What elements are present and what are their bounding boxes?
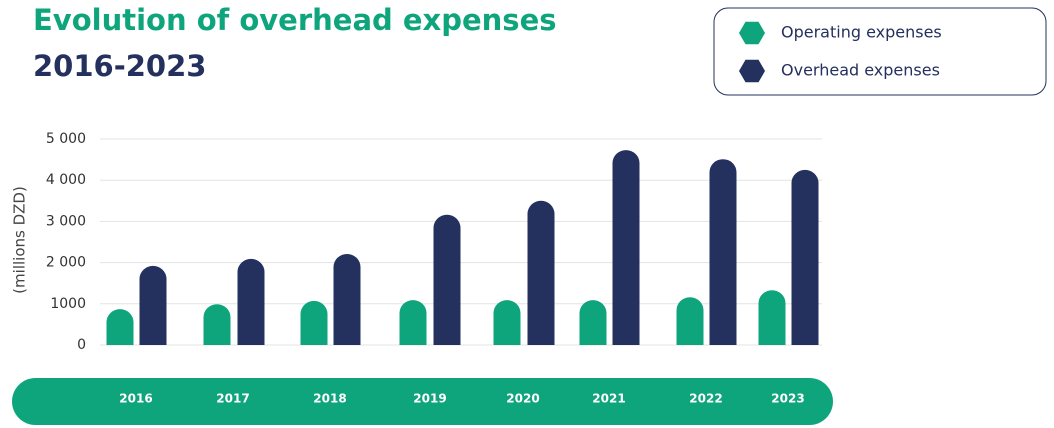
- bar: [579, 300, 607, 345]
- y-tick-label: 4 000: [46, 172, 86, 188]
- bar: [139, 265, 167, 345]
- bar: [709, 159, 737, 345]
- bar: [237, 258, 265, 345]
- bar: [399, 300, 427, 345]
- legend-label: Overhead expenses: [781, 61, 940, 80]
- x-axis-band: [12, 378, 833, 425]
- legend-label: Operating expenses: [781, 23, 942, 42]
- x-tick-label: 2018: [313, 392, 346, 406]
- bar: [527, 200, 555, 345]
- y-tick-label: 3 000: [46, 213, 86, 229]
- chart-title: Evolution of overhead expenses: [33, 3, 557, 37]
- bar: [676, 297, 704, 345]
- x-tick-label: 2023: [771, 392, 804, 406]
- bar: [300, 300, 328, 345]
- bar: [758, 290, 786, 345]
- y-axis-label: (millions DZD): [11, 186, 29, 294]
- x-tick-label: 2017: [216, 392, 249, 406]
- y-tick-label: 2 000: [46, 255, 86, 271]
- y-tick-label: 0: [77, 337, 86, 353]
- bar: [433, 214, 461, 345]
- legend-swatch: [739, 59, 765, 83]
- bar: [106, 309, 134, 345]
- bar: [612, 150, 640, 345]
- x-tick-label: 2022: [689, 392, 722, 406]
- x-tick-label: 2020: [506, 392, 539, 406]
- bar: [791, 169, 819, 345]
- legend-swatch: [739, 21, 765, 45]
- x-tick-label: 2016: [119, 392, 152, 406]
- chart-subtitle: 2016-2023: [33, 49, 206, 83]
- bar: [333, 253, 361, 345]
- legend-box: [713, 7, 1047, 96]
- y-tick-label: 1000: [50, 296, 86, 312]
- bar: [203, 304, 231, 345]
- x-tick-label: 2019: [413, 392, 446, 406]
- y-tick-label: 5 000: [46, 131, 86, 147]
- bar: [493, 300, 521, 345]
- x-tick-label: 2021: [592, 392, 625, 406]
